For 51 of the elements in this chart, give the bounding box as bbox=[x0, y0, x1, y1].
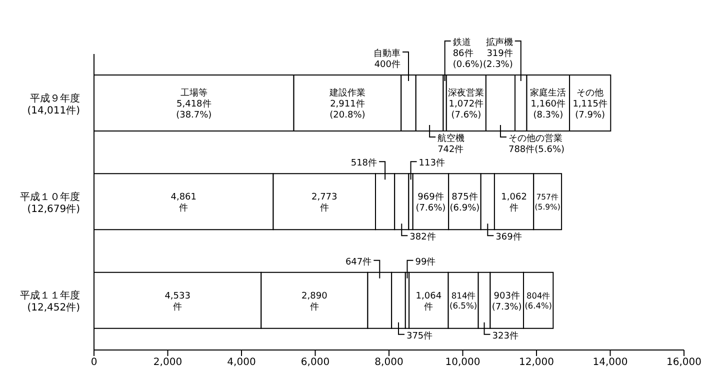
data-label: 375件 bbox=[406, 330, 433, 342]
data-label: 5,418件 (38.7%) bbox=[176, 98, 212, 120]
data-label: 323件 bbox=[492, 330, 518, 342]
data-label: 113件 bbox=[418, 158, 445, 169]
data-label: 1,072件 (7.6%) bbox=[448, 98, 484, 120]
data-label: 2,911件 (20.8%) bbox=[330, 98, 366, 120]
series-label: その他 bbox=[576, 88, 604, 98]
data-label: 1,160件 (8.3%) bbox=[530, 98, 566, 120]
data-label: 2,773 件 bbox=[311, 192, 338, 214]
data-label: 86件 (0.6%) bbox=[452, 48, 483, 70]
x-tick-label: 6,000 bbox=[300, 357, 330, 368]
series-label: 航空機 bbox=[438, 133, 465, 144]
y-tick-label: 平成９年度 (14,011件) bbox=[27, 92, 80, 116]
data-label: 382件 bbox=[410, 232, 436, 243]
data-label: 804件 (6.4%) bbox=[524, 290, 552, 311]
data-label: 4,533 件 bbox=[164, 291, 190, 312]
series-label: 建設作業 bbox=[328, 88, 366, 98]
series-label: 自動車 bbox=[374, 48, 401, 59]
data-label: 647件 bbox=[345, 256, 372, 268]
data-label: 4,861 件 bbox=[170, 192, 197, 214]
series-label: その他の営業 bbox=[508, 133, 562, 144]
text: 鉄道 bbox=[452, 37, 471, 48]
x-tick-label: 0 bbox=[90, 357, 98, 368]
x-tick-label: 8,000 bbox=[374, 357, 404, 368]
data-label: 1,115件 (7.9%) bbox=[572, 98, 608, 120]
y-tick-label: 平成１１年度 (12,452件) bbox=[20, 290, 80, 314]
data-label: 969件 (7.6%) bbox=[416, 192, 446, 214]
series-label: 家庭生活 bbox=[530, 88, 566, 98]
data-label: 2,890 件 bbox=[302, 291, 328, 312]
data-label: 903件 (7.3%) bbox=[492, 290, 522, 312]
data-label: 814件 (6.5%) bbox=[449, 290, 478, 311]
y-tick-label: 平成１０年度 (12,679件) bbox=[20, 191, 80, 215]
data-label: 1,062 件 bbox=[501, 192, 527, 214]
data-label: 742件 bbox=[438, 144, 464, 155]
x-tick-label: 12,000 bbox=[519, 357, 554, 368]
series-label: 工場等 bbox=[180, 88, 208, 98]
data-label: 875件 (6.9%) bbox=[450, 192, 480, 214]
x-tick-label: 14,000 bbox=[592, 357, 628, 368]
series-label: 深夜営業 bbox=[448, 88, 484, 98]
data-label: 518件 bbox=[350, 158, 378, 169]
data-label: 319件 (2.3%) bbox=[482, 48, 513, 70]
x-tick-label: 10,000 bbox=[445, 357, 480, 368]
data-label: 99件 bbox=[415, 256, 436, 268]
data-label: 369件 bbox=[496, 232, 522, 243]
data-label: 1,064 件 bbox=[416, 291, 442, 312]
x-tick-label: 2,000 bbox=[153, 357, 182, 368]
data-label: 400件 bbox=[374, 59, 401, 70]
data-label: 788件(5.6%) bbox=[508, 144, 565, 155]
x-tick-label: 16,000 bbox=[666, 357, 702, 368]
text: 拡声機 bbox=[486, 37, 513, 48]
x-tick-label: 4,000 bbox=[227, 357, 256, 368]
